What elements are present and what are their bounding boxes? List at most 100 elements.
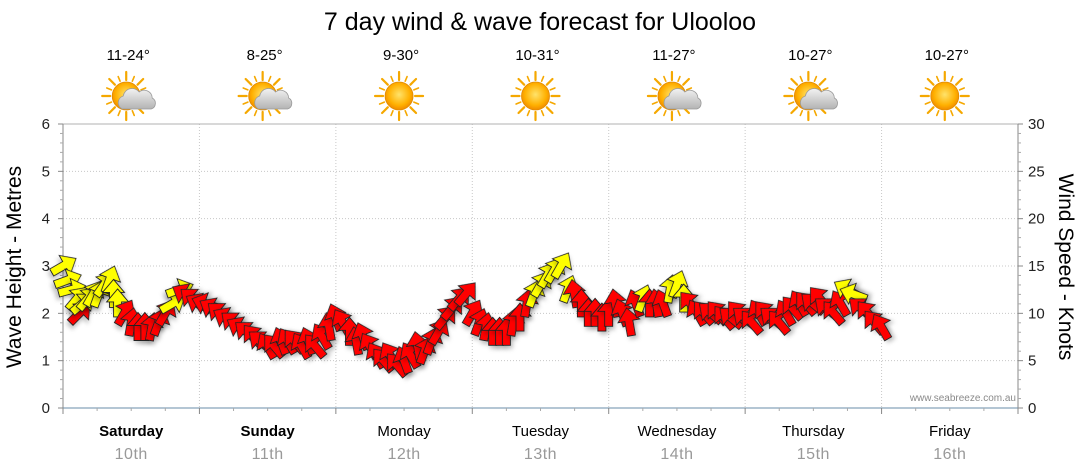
chart-gridlines (63, 123, 1018, 409)
sun-disc (521, 81, 550, 111)
sun-ray (413, 87, 420, 91)
wind-arrow (550, 252, 573, 280)
day-date: 15th (797, 446, 830, 463)
left-axis-title: Wave Height - Metres (3, 166, 26, 368)
sun-ray (108, 106, 117, 115)
sun-ray (242, 101, 249, 105)
sun-ray (545, 77, 554, 86)
sun-ray (253, 75, 258, 83)
left-tick-label: 3 (42, 258, 50, 275)
day-temperature-range: 10-31° (515, 47, 559, 64)
sun-ray (545, 106, 554, 115)
cloud-shape (117, 88, 156, 110)
cloud-shape (663, 88, 702, 110)
sun-ray (381, 106, 389, 115)
day-temperature-range: 11-24° (107, 47, 150, 64)
sun-ray (244, 106, 253, 115)
sun-ray (517, 77, 526, 86)
wind-arrow (617, 307, 641, 337)
right-axis: 0 5 10 15 20 25 30 (1017, 116, 1045, 417)
sun-ray (677, 75, 681, 83)
left-tick-label: 0 (42, 400, 50, 417)
day-temperature-range: 8-25° (247, 47, 283, 64)
sun-ray (958, 87, 965, 91)
right-tick-label: 5 (1028, 353, 1036, 370)
credit-watermark: www.seabreeze.com.au (909, 393, 1016, 404)
day-labels: Saturday 10th Sunday 11th Monday 12th Tuesday 1… (62, 407, 1019, 463)
sun-ray (788, 87, 795, 91)
sun-ray (515, 87, 522, 91)
sun-ray (267, 75, 272, 83)
day-date: 11th (252, 446, 284, 463)
chart-title: 7 day wind & wave forecast for Ulooloo (324, 8, 756, 36)
day-name: Friday (929, 423, 971, 440)
sun-ray (790, 77, 799, 86)
right-axis-title: Wind Speed - Knots (1054, 174, 1077, 361)
sun-ray (663, 75, 667, 83)
sun-ray (131, 109, 136, 117)
day-temperature-range: 9-30° (383, 47, 419, 64)
sun-ray (950, 75, 954, 83)
day-name: Thursday (782, 423, 845, 440)
sun-ray (253, 109, 258, 117)
wind-arrow (870, 313, 893, 342)
left-tick-label: 5 (42, 163, 50, 180)
day-date: 16th (933, 446, 966, 463)
sun-disc (930, 81, 960, 111)
sun-ray (682, 77, 690, 86)
sun-ray (685, 87, 693, 91)
sun-ray (409, 77, 418, 86)
sun-ray (653, 106, 662, 115)
sun-disc (384, 81, 414, 111)
left-axis: 0 1 2 3 4 5 6 (42, 116, 64, 417)
sun-ray (526, 75, 531, 83)
sun-ray (540, 75, 545, 83)
sun-ray (651, 101, 658, 105)
sun-ray (515, 101, 522, 105)
sun-ray (106, 87, 113, 91)
partly-cloudy-icon (783, 70, 838, 122)
left-tick-label: 4 (42, 211, 50, 228)
day-date: 13th (524, 446, 557, 463)
sun-ray (117, 109, 121, 117)
left-tick-label: 1 (42, 353, 50, 370)
sun-ray (788, 101, 795, 105)
weather-row: 11-24° 8-25° 9-30° 10-31° 11-27° 10-27° 10-27° (101, 47, 970, 122)
sun-ray (413, 101, 420, 105)
day-temperature-range: 11-27° (652, 47, 695, 64)
sun-ray (677, 109, 681, 117)
sunny-icon (373, 70, 425, 122)
sun-ray (526, 109, 531, 117)
sun-ray (954, 106, 963, 115)
sun-ray (926, 106, 935, 115)
sun-ray (954, 77, 963, 86)
left-tick-label: 6 (42, 116, 50, 133)
right-tick-label: 20 (1028, 211, 1045, 228)
sun-ray (136, 77, 145, 86)
cloud-shape (254, 88, 293, 110)
left-tick-label: 2 (42, 305, 50, 322)
sun-ray (924, 101, 931, 105)
partly-cloudy-icon (237, 70, 293, 122)
sun-ray (106, 101, 113, 105)
right-tick-label: 0 (1028, 400, 1036, 417)
day-date: 12th (388, 446, 421, 463)
sun-ray (663, 109, 667, 117)
sun-ray (404, 109, 408, 117)
day-name: Monday (377, 423, 431, 440)
sun-ray (822, 87, 829, 91)
sun-ray (378, 101, 386, 105)
sun-ray (390, 75, 394, 83)
sun-ray (517, 106, 526, 115)
day-name: Wednesday (637, 423, 716, 440)
sun-ray (790, 106, 799, 115)
day-name: Sunday (241, 423, 296, 440)
sun-ray (813, 109, 818, 117)
wind-arrow (453, 282, 476, 308)
right-tick-label: 10 (1028, 305, 1045, 322)
day-date: 14th (660, 446, 693, 463)
sun-ray (958, 101, 965, 105)
partly-cloudy-icon (101, 70, 156, 122)
sun-ray (653, 77, 662, 86)
